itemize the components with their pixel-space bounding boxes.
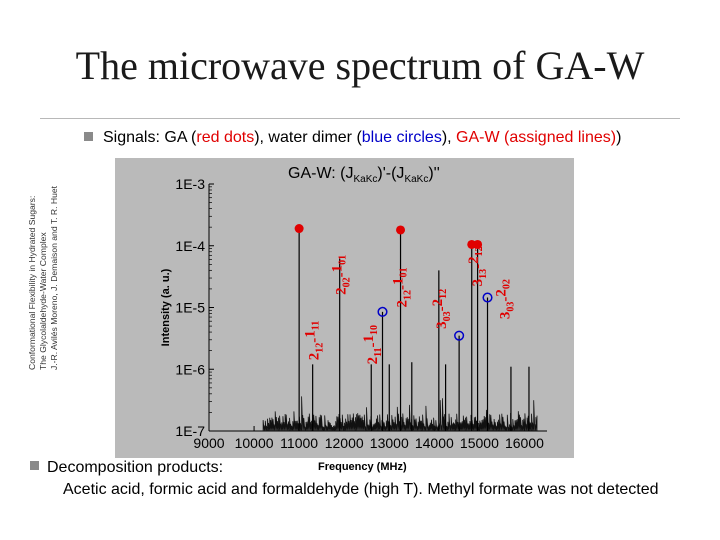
assignment-label: 313-212 <box>466 246 489 286</box>
decomposition-text: Acetic acid, formic acid and formaldehyd… <box>63 481 659 498</box>
spectrum-chart: 1E-3 1E-4 1E-5 1E-6 1E-7 9000 10000 11000 12000 1… <box>115 158 574 458</box>
red-dots-label: red dots <box>196 129 255 146</box>
chart-header-part-3: )'' <box>428 165 440 182</box>
gaw-assigned-label: GA-W (assigned lines) <box>456 129 617 146</box>
side-citation-line-3: J.-R. Avilés Moreno, J. Demaison and T. … <box>49 185 59 370</box>
water-dimer-circle <box>454 330 465 341</box>
chart-header-sub-2: KaKc <box>404 174 429 186</box>
chart-header-part-2: )'-(J <box>377 165 405 182</box>
assignment-label: 303-212 <box>430 289 453 329</box>
chart-background-shade <box>115 158 574 458</box>
ga-dot <box>294 224 304 234</box>
water-dimer-circle <box>377 306 388 317</box>
x-tick-label: 9000 <box>193 435 224 451</box>
y-tick-label: 1E-5 <box>175 300 205 316</box>
bullet-square-icon <box>30 461 39 470</box>
slide-title: The microwave spectrum of GA-W <box>75 43 645 88</box>
signals-lead: Signals <box>103 129 156 146</box>
assignment-label: 212-101 <box>391 268 414 308</box>
x-tick-label: 10000 <box>235 435 274 451</box>
ga-dot <box>473 239 483 249</box>
chart-header: GA-W: (JKaKc)'-(JKaKc)'' <box>288 165 440 185</box>
chart-header-part-1: GA-W: (J <box>288 165 354 182</box>
y-axis-title: Intensity (a. u.) <box>160 268 172 346</box>
x-tick-label: 15000 <box>460 435 499 451</box>
assignment-label: 212-111 <box>303 321 326 360</box>
y-tick-label: 1E-4 <box>175 238 205 254</box>
water-dimer-circle <box>482 292 493 303</box>
ga-dot <box>396 225 406 235</box>
side-citation-line-2: The Glycolaldehyde-Water Complex <box>38 232 48 370</box>
assignment-label: 303-202 <box>493 279 516 319</box>
assignment-label: 211-110 <box>361 325 384 364</box>
x-tick-label: 14000 <box>415 435 454 451</box>
side-citation: Conformational Flexibility in Hydrated S… <box>27 186 60 370</box>
y-tick-label: 1E-6 <box>175 361 205 377</box>
signals-text-2: ), water dimer ( <box>254 129 362 146</box>
x-tick-label: 16000 <box>505 435 544 451</box>
y-tick-label: 1E-7 <box>175 423 205 439</box>
decomposition-colon: : <box>218 459 224 476</box>
signals-bullet: Signals: GA (red dots), water dimer (blu… <box>84 129 621 147</box>
x-tick-label: 13000 <box>370 435 409 451</box>
assignment-label: 202-101 <box>330 255 353 295</box>
x-axis-title: Frequency (MHz) <box>318 461 407 473</box>
signals-text-3: ), <box>441 129 457 146</box>
blue-circles-label: blue circles <box>361 129 442 146</box>
decomposition-bullet: Decomposition products: Acetic acid, for… <box>30 459 690 500</box>
signals-text-1: : GA ( <box>155 129 197 146</box>
y-tick-label: 1E-3 <box>175 176 205 192</box>
side-citation-line-1: Conformational Flexibility in Hydrated S… <box>27 195 37 370</box>
decomposition-label: Decomposition products <box>47 459 219 476</box>
x-tick-label: 11000 <box>280 435 318 451</box>
chart-header-sub-1: KaKc <box>353 174 378 186</box>
x-tick-label: 12000 <box>325 435 364 451</box>
chart-background <box>115 158 574 458</box>
title-divider <box>40 118 680 119</box>
bullet-square-icon <box>84 132 93 141</box>
